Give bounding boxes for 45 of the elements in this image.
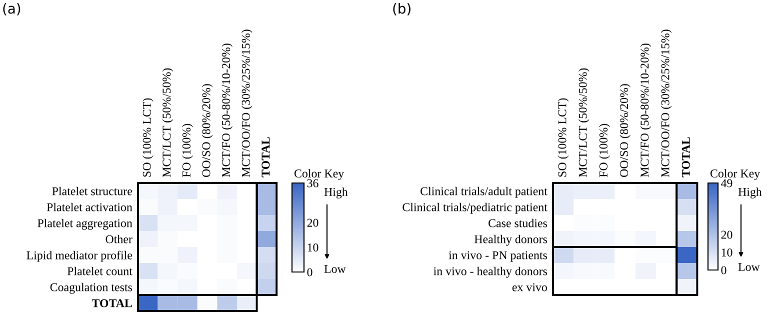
x-tick-label: TOTAL (682, 137, 690, 178)
y-tick-label: ex vivo (512, 283, 547, 292)
x-tick-label: MCT/LCT (50%/50%) (162, 68, 174, 178)
x-tick-label: SO (100% LCT) (142, 98, 154, 177)
y-tick-label: Platelet count (67, 266, 132, 276)
y-tick-label: Platelet activation (46, 202, 132, 212)
color-bar-label: 0 (721, 266, 726, 274)
y-tick-label: Coagulation tests (50, 282, 132, 294)
color-bar-label: 10 (308, 243, 318, 252)
x-tick-label: MCT/OO/FO (30%/25%/15%) (660, 30, 672, 178)
x-tick-label: OO/SO (80%/20%) (202, 84, 213, 177)
y-tick-label: in vivo - PN patients (448, 251, 548, 262)
x-tick-label: MCT/LCT (50%/50%) (578, 68, 590, 178)
y-tick-label: TOTAL (92, 299, 132, 308)
x-tick-label: OO/SO (80%/20%) (620, 84, 631, 177)
text: (b) (393, 3, 410, 16)
color-bar-title: Color Key (710, 169, 760, 180)
y-tick-label: Case studies (488, 218, 548, 228)
x-tick-label: SO (100% LCT) (558, 98, 569, 177)
x-tick-label: MCT/FO (50-80%/10-20%) (222, 44, 233, 178)
y-tick-label: Clinical trials/pediatric patient (402, 202, 548, 214)
color-bar-label: 20 (721, 230, 732, 239)
y-tick-label: Clinical trials/adult patient (420, 186, 548, 198)
text: Low (738, 263, 760, 271)
y-tick-label: Lipid mediator profile (26, 250, 132, 262)
color-bar-label: 20 (307, 218, 318, 227)
color-bar-label: 10 (722, 248, 732, 257)
x-tick-label: FO (100%) (182, 124, 193, 178)
y-tick-label: in vivo - healthy donors (434, 266, 548, 278)
y-tick-label: Platelet structure (52, 186, 132, 196)
x-tick-label: FO (100%) (599, 124, 610, 178)
x-tick-label: MCT/FO (50-80%/10-20%) (640, 44, 652, 178)
y-tick-label: Platelet aggregation (38, 218, 132, 230)
text: High (324, 188, 348, 198)
y-tick-label: Other (106, 234, 132, 244)
text: (a) (3, 3, 20, 16)
x-tick-label: TOTAL (262, 137, 270, 178)
text: Low (324, 265, 346, 273)
y-tick-label: Healthy donors (474, 234, 548, 246)
color-bar-title: Color Key (294, 169, 344, 180)
color-bar-label: 0 (307, 268, 312, 276)
color-bar-label: 36 (307, 179, 318, 188)
text: High (738, 188, 762, 198)
color-bar-label: 49 (721, 179, 732, 188)
x-tick-label: MCT/OO/FO (30%/25%/15%) (241, 30, 252, 178)
